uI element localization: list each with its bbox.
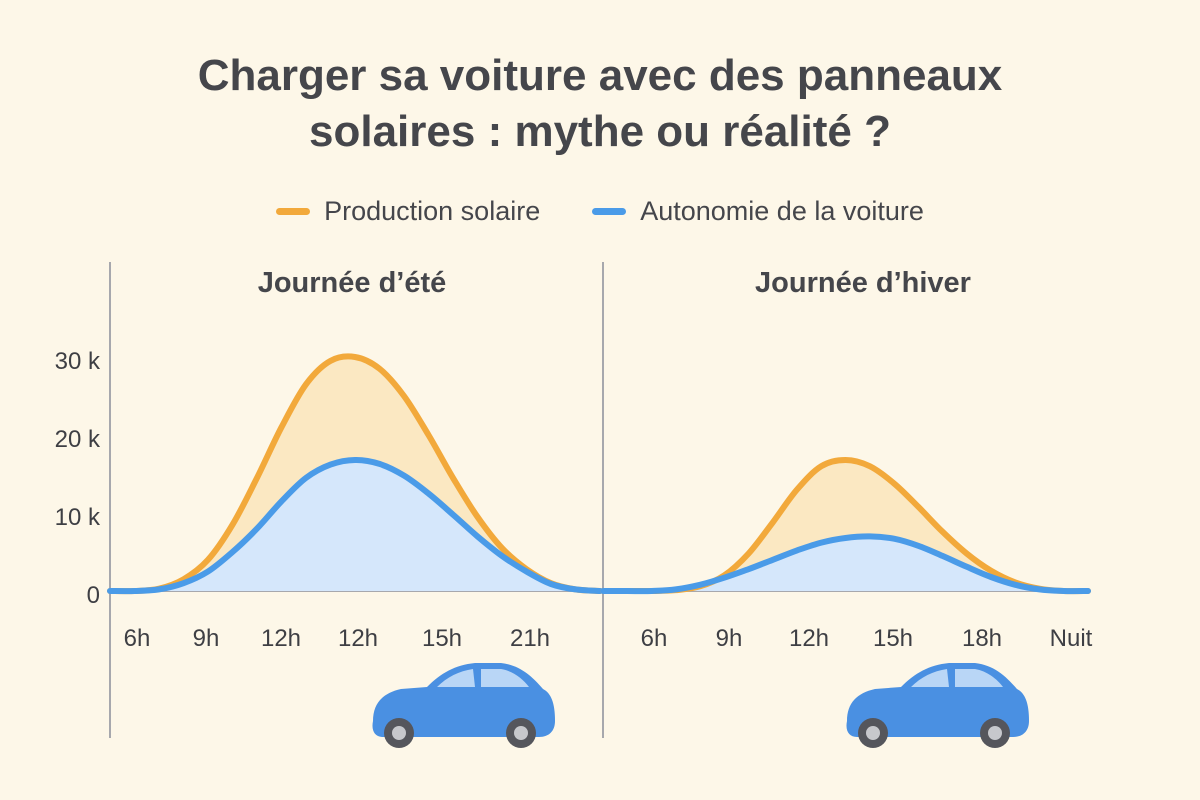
legend-label-car: Autonomie de la voiture xyxy=(640,196,924,226)
chart-title: Charger sa voiture avec des panneaux sol… xyxy=(0,48,1200,160)
car-line-summer xyxy=(107,456,603,595)
car-area-summer xyxy=(110,459,600,592)
car-window xyxy=(437,669,475,687)
car-window xyxy=(481,669,529,687)
solar-area-winter xyxy=(603,460,1088,592)
y-tick-label: 0 xyxy=(87,582,100,609)
title-line-1: Charger sa voiture avec des panneaux xyxy=(197,51,1003,100)
x-tick-label: 9h xyxy=(716,625,743,652)
plot-winter xyxy=(600,457,1091,595)
title-line-2: solaires : mythe ou réalité ? xyxy=(309,107,891,156)
legend-item-car: Autonomie de la voiture xyxy=(592,196,924,227)
y-tick-label: 10 k xyxy=(55,504,101,531)
x-tick-label: 12h xyxy=(338,625,378,652)
x-tick-label: 15h xyxy=(422,625,462,652)
car-hub xyxy=(866,726,880,740)
car-icon-summer xyxy=(372,663,555,748)
car-window xyxy=(955,669,1003,687)
x-tick-label: 18h xyxy=(962,625,1002,652)
x-tick-label: 9h xyxy=(193,625,220,652)
x-tick-label: 15h xyxy=(873,625,913,652)
car-area-winter xyxy=(603,536,1088,592)
x-tick-label: 6h xyxy=(641,625,668,652)
x-tick-labels-summer: 6h 9h 12h 12h 15h 21h xyxy=(124,625,550,652)
car-hub xyxy=(988,726,1002,740)
car-hub xyxy=(392,726,406,740)
plot-summer xyxy=(107,353,603,595)
x-tick-labels-winter: 6h 9h 12h 15h 18h Nuit xyxy=(641,625,1093,652)
y-tick-label: 30 k xyxy=(55,348,101,375)
car-window xyxy=(911,669,949,687)
legend-swatch-solar xyxy=(276,208,311,215)
x-tick-label: Nuit xyxy=(1050,625,1093,652)
y-tick-labels: 30 k 20 k 10 k 0 xyxy=(55,348,101,609)
x-tick-label: 6h xyxy=(124,625,151,652)
car-icon-winter xyxy=(846,663,1029,748)
x-tick-label: 21h xyxy=(510,625,550,652)
legend: Production solaire Autonomie de la voitu… xyxy=(0,196,1200,227)
x-tick-label: 12h xyxy=(789,625,829,652)
x-tick-label: 12h xyxy=(261,625,301,652)
legend-item-solar: Production solaire xyxy=(276,196,540,227)
y-tick-label: 20 k xyxy=(55,426,101,453)
car-line-winter xyxy=(600,533,1091,595)
legend-label-solar: Production solaire xyxy=(324,196,541,226)
legend-swatch-car xyxy=(592,208,627,215)
panel-title-winter: Journée d’hiver xyxy=(755,267,971,299)
panel-title-summer: Journée d’été xyxy=(258,267,447,299)
car-hub xyxy=(514,726,528,740)
